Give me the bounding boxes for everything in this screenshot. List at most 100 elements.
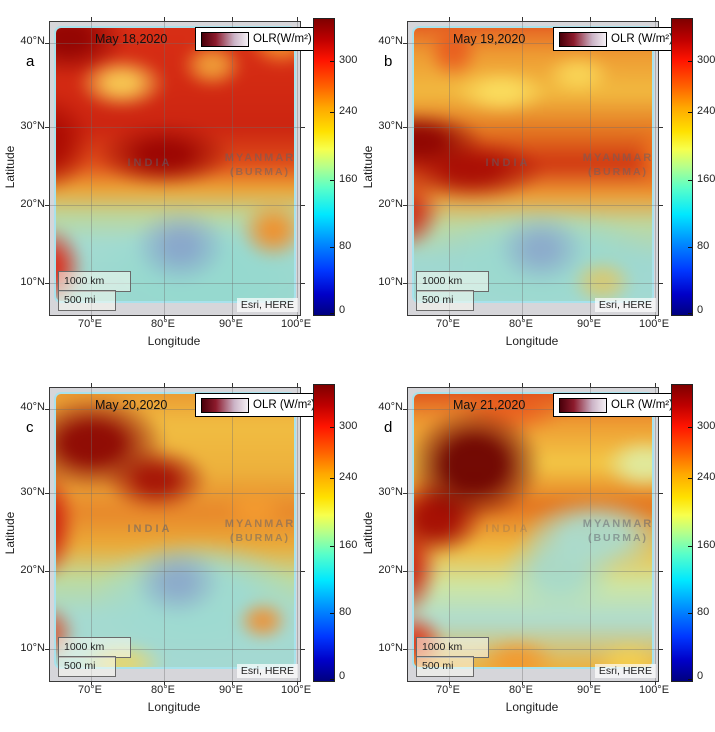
gridline — [655, 22, 656, 315]
colorbar — [313, 18, 335, 316]
x-tick-100e: 100°E — [280, 318, 312, 330]
x-tick-100e: 100°E — [280, 684, 312, 696]
colorbar — [671, 18, 693, 316]
y-tick-30n: 30°N — [378, 486, 403, 498]
axis-tick — [659, 649, 663, 650]
gridline — [522, 388, 523, 681]
axis-tick — [164, 17, 165, 21]
gridline — [408, 283, 658, 284]
gridline — [408, 43, 658, 44]
colorbar-label-240: 240 — [339, 471, 358, 483]
x-tick-70e: 70°E — [436, 684, 460, 696]
gridline — [50, 43, 300, 44]
map-label-india: INDIA — [485, 522, 531, 535]
gridline — [50, 283, 300, 284]
x-axis-label: Longitude — [505, 334, 559, 348]
colorbar-label-160: 160 — [697, 539, 715, 551]
x-tick-80e: 80°E — [151, 684, 175, 696]
gridline — [655, 388, 656, 681]
axis-tick — [301, 493, 305, 494]
olr-legend: OLR (W/m²) — [553, 393, 679, 417]
gridline — [91, 22, 92, 315]
y-tick-20n: 20°N — [378, 198, 403, 210]
axis-tick — [301, 127, 305, 128]
legend-label: OLR (W/m²) — [253, 399, 315, 411]
colorbar-tick — [688, 427, 692, 428]
colorbar-label-300: 300 — [697, 420, 715, 432]
y-tick-30n: 30°N — [378, 120, 403, 132]
x-axis-label: Longitude — [147, 334, 201, 348]
colorbar-tick — [330, 180, 334, 181]
x-tick-90e: 90°E — [577, 684, 601, 696]
map-label-myanmar: MYANMAR (BURMA) — [225, 517, 295, 545]
olr-heatmap-overlay — [54, 392, 296, 669]
axis-tick — [659, 205, 663, 206]
axis-tick — [91, 383, 92, 387]
panel-letter-a: a — [26, 53, 35, 70]
colorbar-label-80: 80 — [697, 606, 710, 618]
axis-tick — [164, 315, 165, 319]
colorbar — [671, 384, 693, 682]
legend-gradient-swatch — [201, 31, 249, 47]
panel-letter-d: d — [384, 419, 393, 436]
gridline — [408, 571, 658, 572]
gridline — [408, 649, 658, 650]
colorbar-label-80: 80 — [697, 240, 710, 252]
colorbar — [313, 384, 335, 682]
colorbar-tick — [688, 546, 692, 547]
axis-tick — [301, 649, 305, 650]
colorbar-tick — [688, 478, 692, 479]
colorbar-label-300: 300 — [697, 54, 715, 66]
axis-tick — [301, 205, 305, 206]
colorbar-tick — [688, 313, 692, 314]
scalebar-mi: 500 mi — [416, 656, 474, 677]
gridline — [408, 127, 658, 128]
map-plot-a: INDIA MYANMAR (BURMA) May 18,2020 OLR(W/… — [45, 17, 318, 319]
map-label-india: INDIA — [127, 156, 173, 169]
axis-tick — [164, 681, 165, 685]
axis-tick — [590, 383, 591, 387]
y-tick-30n: 30°N — [20, 120, 45, 132]
olr-heatmap-overlay — [412, 26, 654, 303]
scalebar-km: 1000 km — [58, 637, 131, 658]
x-tick-80e: 80°E — [151, 318, 175, 330]
scalebar-mi: 500 mi — [416, 290, 474, 311]
axis-tick — [659, 127, 663, 128]
axis-tick — [45, 409, 49, 410]
colorbar-label-160: 160 — [697, 173, 715, 185]
axis-tick — [45, 649, 49, 650]
scalebar-km: 1000 km — [416, 637, 489, 658]
y-tick-40n: 40°N — [378, 401, 403, 413]
colorbar-label-300: 300 — [339, 54, 358, 66]
y-axis-label: Latitude — [361, 145, 375, 189]
axis-tick — [45, 283, 49, 284]
axis-tick — [403, 43, 407, 44]
map-label-myanmar-line2: (BURMA) — [587, 165, 649, 178]
x-tick-90e: 90°E — [577, 318, 601, 330]
map-plot-d: INDIA MYANMAR (BURMA) May 21,2020 OLR (W… — [403, 383, 679, 685]
panel-title: May 21,2020 — [453, 398, 526, 412]
axis-tick — [522, 17, 523, 21]
axis-tick — [232, 315, 233, 319]
y-tick-20n: 20°N — [20, 198, 45, 210]
map-label-india: INDIA — [127, 522, 173, 535]
gridline — [232, 22, 233, 315]
y-tick-10n: 10°N — [378, 276, 403, 288]
axis-tick — [655, 681, 656, 685]
axis-tick — [91, 17, 92, 21]
gridline — [522, 22, 523, 315]
colorbar-label-80: 80 — [339, 606, 352, 618]
axis-tick — [522, 681, 523, 685]
y-tick-10n: 10°N — [378, 642, 403, 654]
gridline — [297, 388, 298, 681]
x-tick-70e: 70°E — [78, 684, 102, 696]
colorbar-tick — [330, 478, 334, 479]
axis-tick — [232, 681, 233, 685]
axis-tick — [590, 681, 591, 685]
axis-tick — [403, 127, 407, 128]
gridline — [590, 22, 591, 315]
axis-tick — [655, 315, 656, 319]
panel-letter-b: b — [384, 53, 393, 70]
axis-tick — [655, 383, 656, 387]
axis-tick — [91, 315, 92, 319]
